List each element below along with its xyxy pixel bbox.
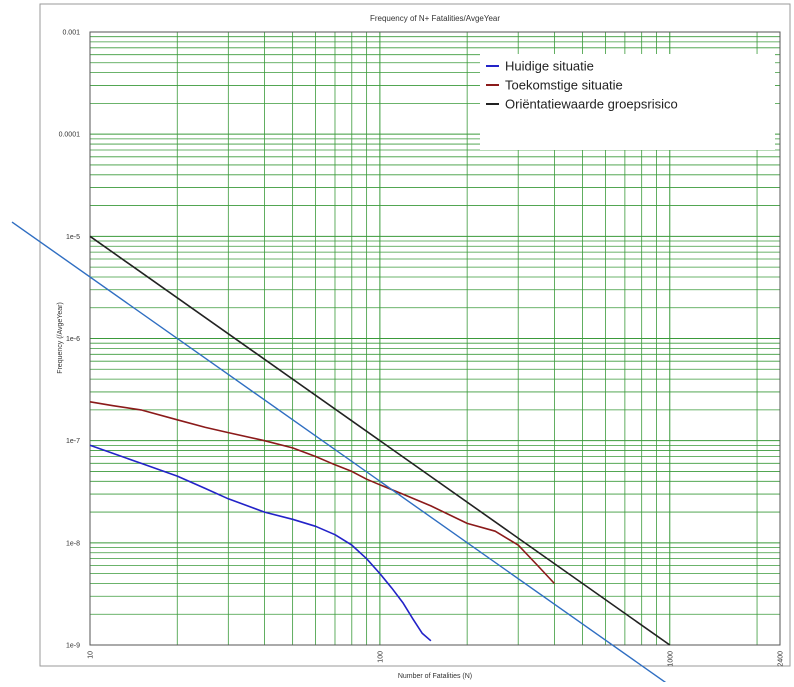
axis-tick-labels: 0.001 0.0001 1e-5 1e-6 1e-7 1e-8 1e-9 10 100 1000… — [59, 30, 785, 667]
legend-box — [480, 54, 775, 150]
chart-title: Frequency of N+ Fatalities/AvgeYear — [370, 14, 500, 23]
x-tick-label: 100 — [377, 651, 384, 663]
legend-label: Huidige situatie — [505, 59, 594, 74]
x-tick-label: 2400 — [778, 651, 785, 667]
plot-area-border — [89, 31, 781, 646]
series-line-2 — [89, 401, 555, 585]
grid-layer — [89, 31, 781, 646]
reference-line — [11, 221, 674, 687]
y-tick-label: 1e-6 — [66, 336, 80, 343]
y-tick-label: 1e-5 — [66, 234, 80, 241]
x-axis-label: Number of Fatalities (N) — [398, 673, 472, 680]
y-axis-label: Frequency (/AvgeYear) — [57, 302, 64, 374]
x-tick-label: 1000 — [667, 651, 674, 667]
series-line-1 — [89, 444, 432, 642]
legend-label: Toekomstige situatie — [505, 78, 623, 93]
overlay-layer — [11, 221, 674, 687]
x-tick-label: 10 — [88, 651, 95, 659]
series-line-3 — [89, 235, 671, 646]
series-layer — [89, 235, 671, 646]
y-tick-label: 1e-7 — [66, 438, 80, 445]
y-tick-label: 1e-9 — [66, 643, 80, 650]
chart-legend: Huidige situatie Toekomstige situatie Orië… — [480, 54, 775, 150]
y-tick-label: 1e-8 — [66, 540, 80, 547]
y-tick-label: 0.001 — [62, 30, 80, 37]
y-tick-label: 0.0001 — [59, 132, 81, 139]
legend-label: Oriëntatiewaarde groepsrisico — [505, 97, 678, 112]
